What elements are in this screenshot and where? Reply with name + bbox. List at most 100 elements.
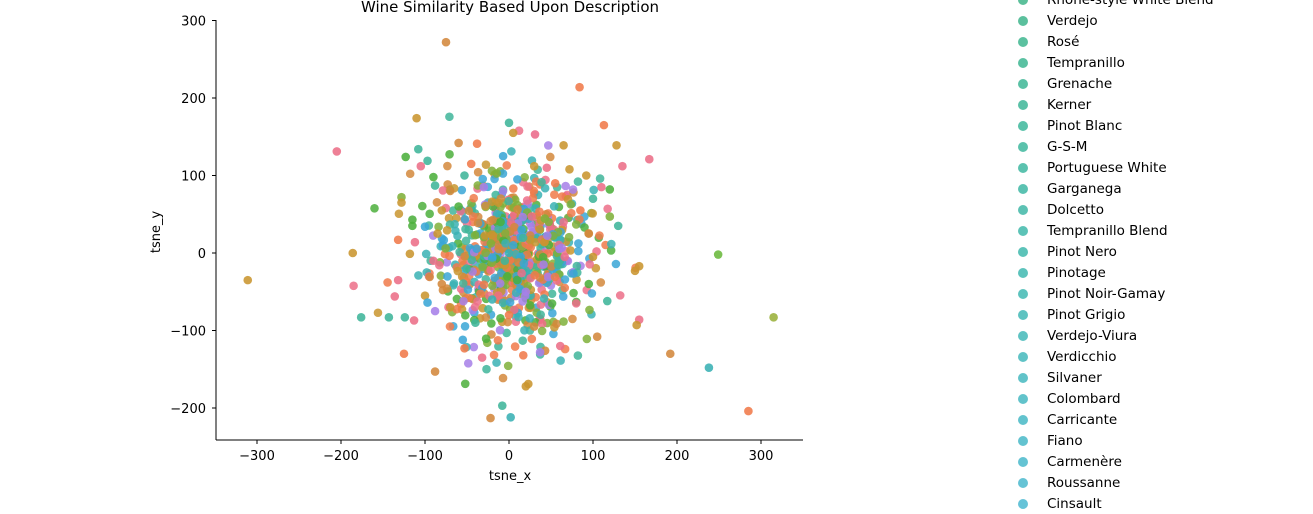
scatter-point: [463, 359, 473, 368]
scatter-point: [441, 244, 450, 253]
scatter-point: [405, 249, 415, 259]
scatter-point: [498, 373, 508, 383]
scatter-point: [531, 237, 540, 247]
scatter-point: [525, 314, 534, 323]
scatter-point: [397, 198, 406, 207]
scatter-point: [550, 190, 559, 200]
scatter-point: [547, 262, 556, 271]
scatter-point: [543, 272, 553, 282]
scatter-chart: Wine Similarity Based Upon Description −…: [149, 0, 803, 484]
scatter-point: [558, 292, 568, 301]
scatter-point: [460, 322, 470, 331]
scatter-point: [537, 319, 547, 329]
scatter-point: [488, 215, 498, 225]
scatter-point: [443, 272, 452, 281]
scatter-point: [482, 364, 491, 374]
scatter-point: [503, 317, 513, 327]
scatter-point: [445, 112, 454, 122]
scatter-point: [423, 156, 432, 166]
scatter-point: [574, 239, 583, 248]
scatter-point: [436, 271, 446, 281]
scatter-point: [618, 161, 627, 171]
legend-label: Tempranillo Blend: [1047, 222, 1168, 239]
legend-item: Portuguese White: [1010, 157, 1310, 178]
scatter-point: [529, 186, 539, 196]
legend-marker: [1018, 0, 1028, 5]
scatter-point: [479, 280, 489, 290]
scatter-point: [537, 326, 547, 336]
point-layer: [243, 37, 778, 423]
scatter-point: [547, 289, 557, 299]
scatter-point: [508, 128, 518, 138]
legend-item: G-S-M: [1010, 136, 1310, 157]
scatter-point: [502, 328, 511, 338]
x-tick-label: −100: [407, 449, 443, 464]
scatter-point: [478, 174, 488, 184]
legend-marker: [1018, 351, 1028, 362]
scatter-point: [529, 161, 539, 171]
scatter-point: [518, 336, 528, 345]
scatter-point: [557, 243, 566, 253]
scatter-point: [587, 289, 597, 298]
legend-marker: [1018, 204, 1028, 215]
scatter-point: [493, 335, 503, 345]
legend-item: Carmenère: [1010, 451, 1310, 472]
scatter-point: [539, 294, 549, 303]
scatter-point: [568, 314, 577, 324]
scatter-point: [540, 237, 549, 247]
legend-marker: [1018, 162, 1028, 173]
scatter-point: [505, 297, 515, 307]
scatter-point: [401, 152, 410, 162]
scatter-point: [448, 241, 457, 251]
legend: Rhône-style White Blend Verdejo Rosé Tempra…: [1010, 0, 1310, 514]
scatter-point: [527, 334, 537, 344]
scatter-point: [597, 182, 606, 192]
scatter-point: [481, 334, 491, 344]
scatter-point: [559, 140, 568, 150]
scatter-point: [481, 160, 491, 170]
scatter-point: [575, 82, 584, 92]
legend-marker: [1018, 414, 1028, 425]
legend-label: Carricante: [1047, 411, 1118, 428]
legend-marker: [1018, 78, 1028, 89]
scatter-point: [512, 275, 522, 285]
scatter-point: [576, 206, 585, 215]
scatter-point: [488, 253, 497, 262]
scatter-point: [550, 178, 560, 188]
scatter-point: [449, 279, 459, 288]
legend-label: Pinot Noir-Gamay: [1047, 285, 1166, 302]
scatter-point: [487, 197, 497, 206]
legend-item: Cinsault: [1010, 493, 1310, 514]
legend-item: Fiano: [1010, 430, 1310, 451]
y-ticks: −200 −100 0 100 200 300: [170, 15, 216, 417]
scatter-point: [356, 313, 366, 322]
scatter-point: [537, 177, 546, 187]
scatter-point: [494, 224, 503, 234]
scatter-point: [584, 229, 594, 238]
scatter-point: [588, 194, 598, 204]
scatter-point: [603, 204, 612, 214]
scatter-point: [503, 361, 513, 371]
legend-label: Verdejo: [1047, 12, 1098, 29]
scatter-point: [487, 319, 496, 328]
scatter-point: [459, 296, 468, 306]
legend-label: Pinotage: [1047, 264, 1106, 281]
scatter-point: [348, 248, 358, 258]
y-tick-label: 0: [198, 247, 206, 262]
legend-label: Dolcetto: [1047, 201, 1104, 218]
legend-marker: [1018, 183, 1028, 194]
scatter-point: [486, 239, 496, 248]
scatter-point: [552, 319, 561, 329]
scatter-point: [536, 310, 545, 319]
scatter-point: [484, 304, 493, 314]
scatter-point: [400, 313, 410, 322]
scatter-point: [547, 299, 557, 308]
scatter-point: [585, 260, 595, 269]
scatter-point: [487, 230, 497, 240]
scatter-point: [592, 332, 602, 342]
x-tick-label: 200: [665, 449, 690, 464]
scatter-point: [442, 258, 452, 267]
scatter-point: [488, 281, 497, 290]
scatter-point: [461, 236, 471, 246]
legend-label: Garganega: [1047, 180, 1122, 197]
